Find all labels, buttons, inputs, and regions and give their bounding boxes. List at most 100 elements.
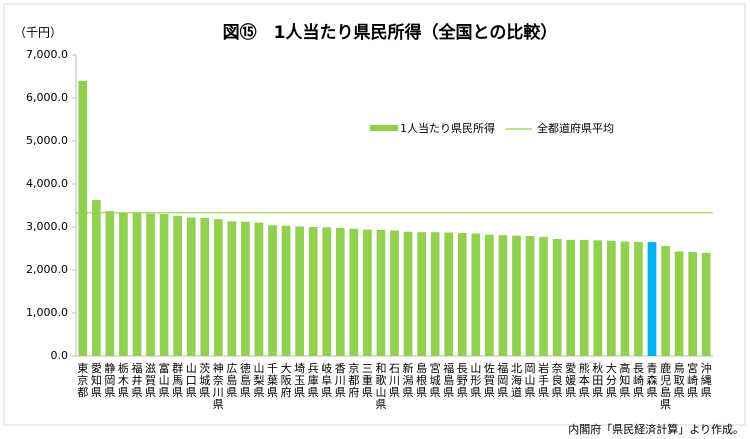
- bar: [417, 232, 426, 356]
- x-tick-label: 徳島県: [240, 362, 251, 399]
- bar: [308, 227, 318, 356]
- bar: [119, 212, 128, 356]
- bar: [444, 232, 454, 356]
- bar: [146, 213, 155, 356]
- chart-frame: [3, 3, 746, 426]
- bar: [674, 251, 684, 356]
- bar: [593, 240, 603, 356]
- bar: [390, 230, 399, 356]
- x-tick-label: 三重県: [362, 362, 373, 399]
- bar: [132, 213, 142, 356]
- legend-swatch: [370, 125, 398, 131]
- bar: [173, 215, 182, 356]
- source-note: 内閣府「県民経済計算」より作成。: [568, 422, 744, 436]
- bar: [78, 80, 88, 357]
- x-tick-label: 山口県: [186, 362, 197, 399]
- bar: [200, 217, 210, 356]
- bar: [186, 217, 196, 356]
- legend-label: 1人当たり県民所得: [400, 121, 495, 135]
- x-tick-label: 京都府: [348, 361, 359, 399]
- bar: [607, 240, 616, 356]
- y-tick-label: 6,000.0: [26, 91, 68, 104]
- bar: [335, 227, 345, 356]
- x-tick-label: 宮城県: [430, 361, 441, 399]
- x-tick-label: 大分県: [606, 361, 617, 399]
- x-tick-label: 東京都: [77, 362, 88, 399]
- x-tick-label: 岩手県: [538, 361, 549, 399]
- bar: [661, 245, 670, 356]
- x-tick-label: 山形県: [470, 362, 481, 399]
- bar: [579, 239, 589, 356]
- x-tick-label: 鹿児島県: [660, 361, 671, 411]
- bar: [268, 225, 277, 356]
- x-tick-label: 愛知県: [91, 362, 102, 399]
- y-tick-label: 0.0: [51, 349, 69, 362]
- bar: [213, 219, 223, 356]
- x-tick-label: 千葉県: [267, 362, 278, 399]
- bar: [254, 222, 264, 356]
- y-tick-label: 1,000.0: [26, 306, 68, 319]
- x-tick-label: 岡山県: [525, 362, 536, 399]
- bar: [403, 231, 413, 356]
- bar: [552, 239, 562, 356]
- x-tick-label: 滋賀県: [145, 362, 156, 399]
- bar: [701, 252, 711, 356]
- x-tick-label: 北海道: [511, 362, 522, 399]
- bar: [376, 230, 386, 356]
- bar: [227, 221, 237, 356]
- x-tick-label: 高知県: [619, 361, 630, 399]
- bar: [322, 227, 332, 356]
- bar: [91, 199, 101, 356]
- x-tick-label: 長野県: [457, 362, 468, 399]
- y-tick-label: 5,000.0: [26, 134, 68, 147]
- bar: [539, 236, 548, 356]
- chart-title: 図⑮ 1人当たり県民所得（全国との比較）: [223, 22, 558, 43]
- bar: [295, 226, 304, 356]
- x-tick-label: 静岡県: [104, 361, 115, 399]
- x-tick-label: 富山県: [159, 361, 170, 399]
- x-tick-label: 沖縄県: [701, 362, 712, 399]
- x-tick-label: 愛媛県: [565, 362, 576, 399]
- x-tick-label: 熊本県: [579, 361, 590, 399]
- bar: [281, 225, 291, 356]
- x-tick-label: 茨城県: [199, 361, 210, 399]
- x-tick-label: 栃木県: [118, 361, 129, 399]
- bar: [430, 232, 440, 356]
- bar: [566, 239, 576, 356]
- bar: [159, 214, 169, 356]
- x-tick-label: 石川県: [389, 362, 400, 399]
- x-tick-label: 福岡県: [497, 361, 508, 399]
- x-tick-label: 宮崎県: [687, 361, 698, 399]
- bar: [363, 229, 372, 356]
- y-tick-label: 4,000.0: [26, 177, 68, 190]
- x-tick-label: 群馬県: [172, 361, 183, 399]
- bar: [105, 211, 115, 356]
- x-tick-label: 大阪府: [281, 361, 292, 399]
- x-tick-label: 福島県: [443, 361, 454, 399]
- bar: [241, 221, 250, 356]
- x-tick-label: 佐賀県: [484, 361, 495, 399]
- y-tick-label: 2,000.0: [26, 263, 68, 276]
- bar: [525, 236, 535, 356]
- y-unit: （千円）: [14, 26, 62, 40]
- x-tick-label: 鳥取県: [674, 361, 685, 399]
- x-tick-label: 埼玉県: [294, 361, 305, 399]
- x-tick-label: 岐阜県: [321, 362, 332, 399]
- bar: [688, 251, 698, 356]
- bar: [485, 234, 494, 356]
- bar: [457, 233, 467, 356]
- bar: [512, 235, 521, 356]
- x-tick-label: 奈良県: [552, 361, 563, 399]
- x-tick-label: 山梨県: [253, 362, 264, 399]
- x-tick-label: 秋田県: [592, 361, 603, 399]
- y-tick-label: 7,000.0: [26, 48, 68, 61]
- legend-label: 全都道府県平均: [537, 121, 614, 135]
- x-tick-label: 福井県: [131, 361, 142, 399]
- bar: [647, 242, 657, 356]
- x-tick-label: 和歌山県: [375, 362, 386, 411]
- x-tick-label: 島根県: [416, 361, 427, 399]
- x-tick-label: 広島県: [226, 362, 237, 399]
- x-tick-label: 神奈川県: [213, 361, 224, 411]
- x-tick-label: 兵庫県: [308, 362, 319, 399]
